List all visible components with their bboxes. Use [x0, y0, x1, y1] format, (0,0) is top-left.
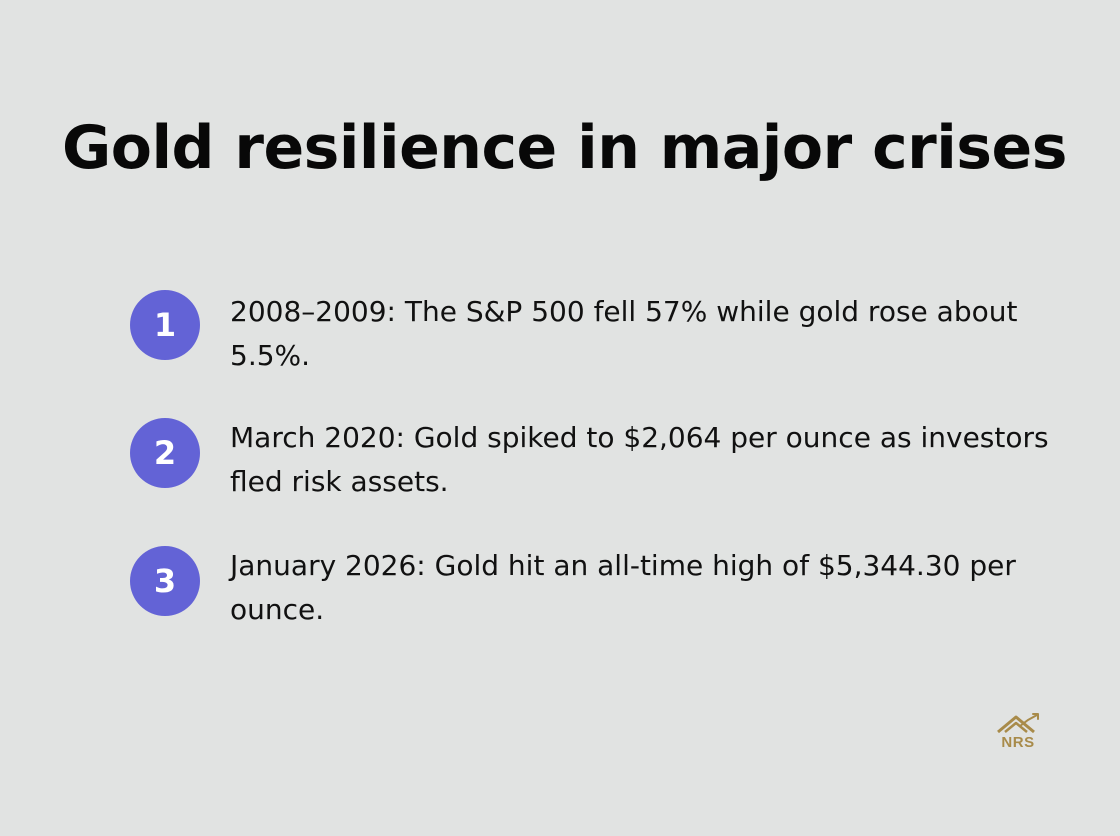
house-chart-icon	[997, 713, 1039, 734]
number-badge: 1	[130, 290, 200, 360]
list-item-text: January 2026: Gold hit an all-time high …	[230, 549, 1016, 626]
list-item: 1 2008–2009: The S&P 500 fell 57% while …	[130, 290, 1060, 380]
list-item-text: 2008–2009: The S&P 500 fell 57% while go…	[230, 295, 1018, 372]
number-badge: 3	[130, 546, 200, 616]
list-item: 2 March 2020: Gold spiked to $2,064 per …	[130, 418, 1060, 508]
logo-text: NRS	[1001, 734, 1035, 751]
page-title: Gold resilience in major crises	[62, 113, 1067, 183]
number-badge: 2	[130, 418, 200, 488]
list-item-text: March 2020: Gold spiked to $2,064 per ou…	[230, 421, 1049, 498]
nrs-logo: NRS	[994, 712, 1042, 754]
list-item: 3 January 2026: Gold hit an all-time hig…	[130, 546, 1060, 636]
